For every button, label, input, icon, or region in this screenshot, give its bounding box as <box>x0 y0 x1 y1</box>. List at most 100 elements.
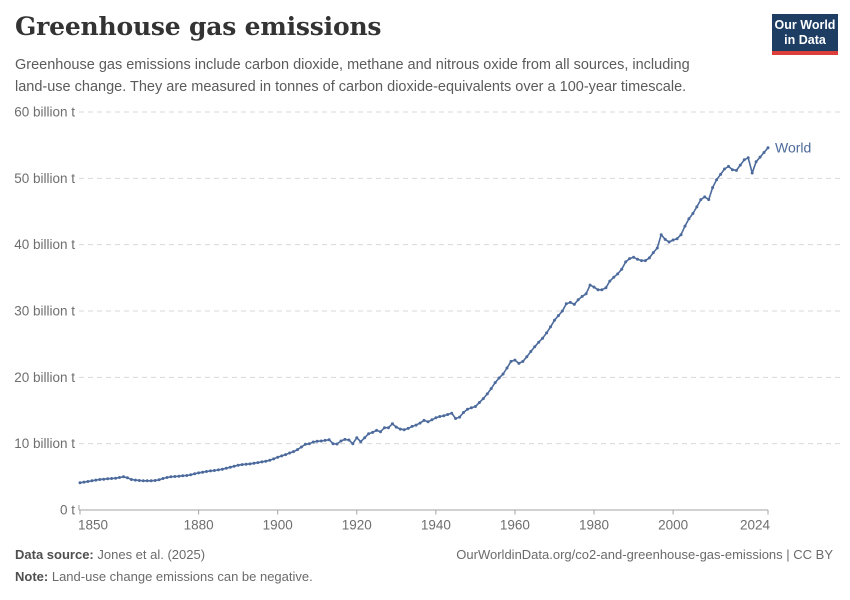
data-point[interactable] <box>545 331 549 335</box>
data-point[interactable] <box>319 439 323 443</box>
data-point[interactable] <box>363 436 367 440</box>
data-point[interactable] <box>628 257 632 261</box>
data-point[interactable] <box>742 158 746 162</box>
data-point[interactable] <box>537 340 541 344</box>
data-point[interactable] <box>434 416 438 420</box>
data-point[interactable] <box>216 468 220 472</box>
data-point[interactable] <box>406 426 410 430</box>
data-point[interactable] <box>604 286 608 290</box>
data-point[interactable] <box>209 469 212 473</box>
data-point[interactable] <box>497 376 501 380</box>
data-point[interactable] <box>133 478 137 482</box>
data-point[interactable] <box>715 178 719 182</box>
data-point[interactable] <box>426 420 430 424</box>
data-point[interactable] <box>165 476 169 479</box>
data-point[interactable] <box>106 477 110 481</box>
data-point[interactable] <box>671 238 675 242</box>
data-point[interactable] <box>730 168 734 172</box>
data-point[interactable] <box>398 427 402 431</box>
data-point[interactable] <box>276 455 280 459</box>
data-point[interactable] <box>556 314 560 318</box>
data-point[interactable] <box>703 195 707 199</box>
data-point[interactable] <box>750 171 754 175</box>
data-point[interactable] <box>359 440 363 444</box>
data-point[interactable] <box>327 438 331 442</box>
data-point[interactable] <box>505 366 509 370</box>
data-point[interactable] <box>529 350 533 353</box>
data-point[interactable] <box>438 415 442 418</box>
data-point[interactable] <box>509 359 513 363</box>
data-point[interactable] <box>473 405 477 408</box>
data-point[interactable] <box>679 233 683 237</box>
data-point[interactable] <box>260 460 264 464</box>
data-point[interactable] <box>256 461 260 465</box>
data-point[interactable] <box>568 300 572 304</box>
data-point[interactable] <box>78 481 82 485</box>
data-point[interactable] <box>232 464 236 468</box>
data-point[interactable] <box>212 469 216 472</box>
data-point[interactable] <box>110 477 114 480</box>
data-point[interactable] <box>379 430 382 434</box>
data-point[interactable] <box>612 275 616 279</box>
data-point[interactable] <box>228 465 232 469</box>
data-point[interactable] <box>375 428 379 432</box>
data-point[interactable] <box>205 470 208 473</box>
data-point[interactable] <box>169 475 173 479</box>
data-point[interactable] <box>418 421 422 425</box>
data-point[interactable] <box>367 432 371 436</box>
data-point[interactable] <box>695 205 699 209</box>
data-point[interactable] <box>177 474 181 478</box>
data-point[interactable] <box>580 294 584 298</box>
data-point[interactable] <box>125 476 129 480</box>
data-point[interactable] <box>280 454 284 458</box>
data-point[interactable] <box>517 361 521 365</box>
data-point[interactable] <box>592 285 596 289</box>
data-point[interactable] <box>157 478 161 482</box>
data-point[interactable] <box>173 475 177 478</box>
data-point[interactable] <box>588 283 592 287</box>
data-point[interactable] <box>307 442 311 446</box>
data-point[interactable] <box>481 397 485 401</box>
data-point[interactable] <box>647 256 651 260</box>
data-point[interactable] <box>723 167 726 171</box>
data-point[interactable] <box>189 473 193 477</box>
data-point[interactable] <box>240 463 244 467</box>
data-point[interactable] <box>560 309 564 313</box>
data-point[interactable] <box>572 302 576 306</box>
data-point[interactable] <box>719 172 723 176</box>
data-point[interactable] <box>303 442 307 446</box>
data-point[interactable] <box>691 212 695 215</box>
data-point[interactable] <box>553 318 556 322</box>
data-point[interactable] <box>264 459 268 463</box>
data-point[interactable] <box>564 302 568 306</box>
data-point[interactable] <box>632 255 636 259</box>
data-point[interactable] <box>758 155 762 159</box>
data-point[interactable] <box>339 439 343 443</box>
data-point[interactable] <box>244 462 248 466</box>
data-point[interactable] <box>299 445 303 449</box>
data-point[interactable] <box>137 479 141 482</box>
data-point[interactable] <box>86 480 90 483</box>
data-point[interactable] <box>489 387 493 391</box>
data-point[interactable] <box>477 401 481 404</box>
data-point[interactable] <box>383 426 386 430</box>
data-point[interactable] <box>220 467 224 471</box>
data-point[interactable] <box>343 437 347 441</box>
world-line-path[interactable] <box>79 147 769 484</box>
data-point[interactable] <box>450 411 454 415</box>
data-point[interactable] <box>161 477 165 480</box>
data-point[interactable] <box>533 345 537 349</box>
data-point[interactable] <box>675 237 679 241</box>
data-point[interactable] <box>727 164 730 168</box>
world-line-points[interactable] <box>78 146 770 485</box>
data-point[interactable] <box>402 428 406 432</box>
data-point[interactable] <box>252 461 256 465</box>
data-point[interactable] <box>584 292 588 296</box>
data-point[interactable] <box>149 479 153 483</box>
data-point[interactable] <box>114 476 118 480</box>
data-point[interactable] <box>699 198 703 202</box>
data-point[interactable] <box>521 359 525 363</box>
data-point[interactable] <box>410 424 414 428</box>
data-point[interactable] <box>201 470 205 474</box>
data-point[interactable] <box>446 413 450 416</box>
